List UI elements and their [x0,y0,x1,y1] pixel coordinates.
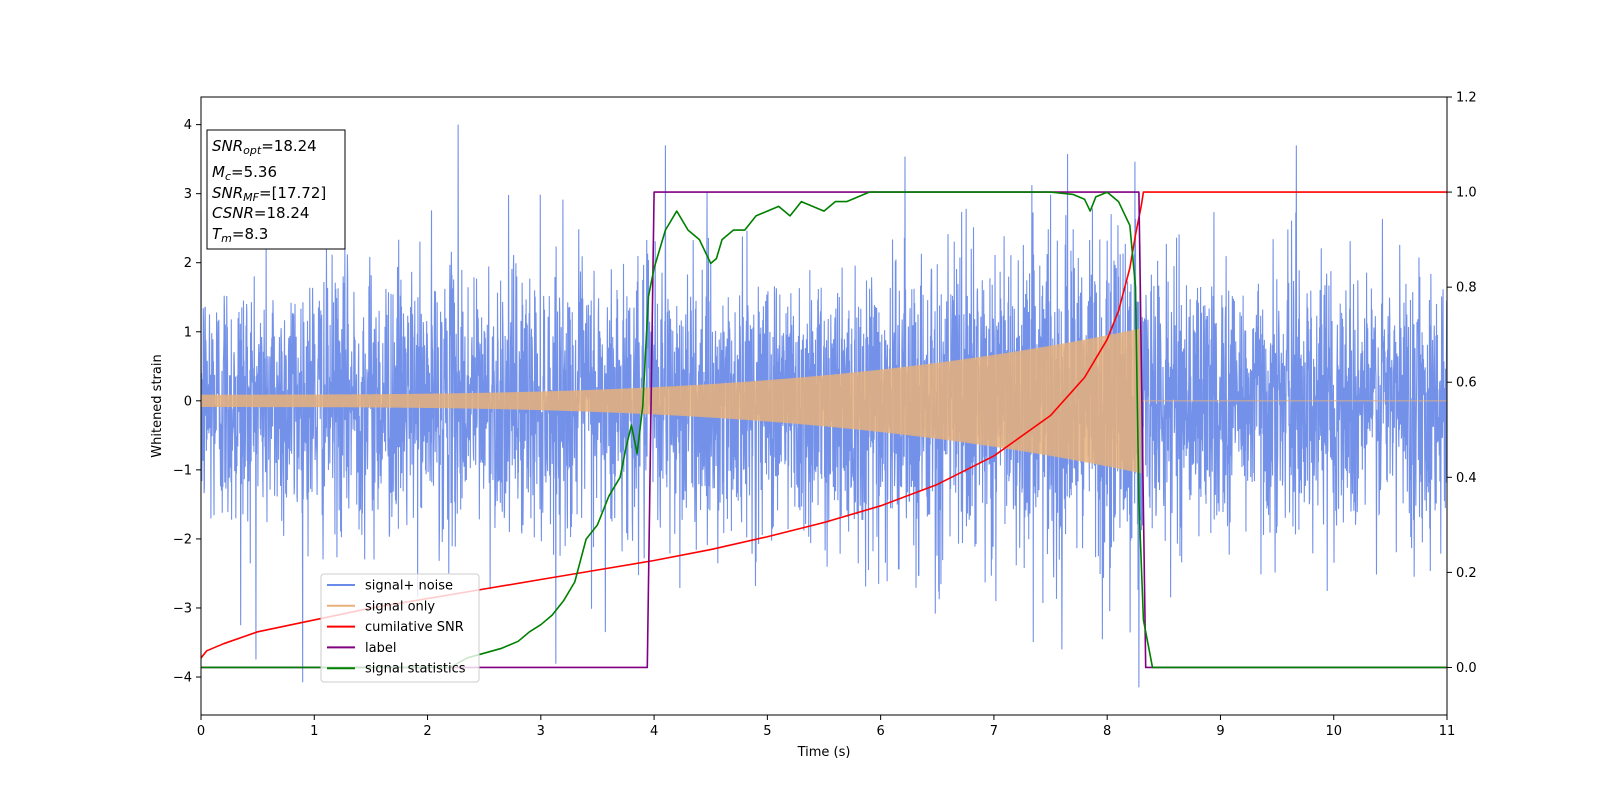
x-tick-label: 5 [763,724,771,739]
x-tick-label: 4 [650,724,658,739]
y2-tick-label: 0.2 [1456,566,1477,581]
legend-entry[interactable]: signal+ noise [365,579,453,594]
plot-frame [200,96,1448,716]
y-tick-label: −1 [173,463,192,478]
y-axis-right: 0.0 0.2 0.4 0.6 0.8 1.0 1.2 [1447,91,1477,676]
x-tick-label: 6 [876,724,884,739]
annotation-line: SNRMF=[17.72] [212,184,326,204]
y-axis-label: Whitened strain [150,354,165,457]
legend[interactable]: signal+ noise signal only cumilative SNR la… [320,573,480,683]
y2-tick-label: 1.0 [1456,186,1477,201]
y2-tick-label: 0.6 [1456,376,1477,391]
x-tick-label: 3 [537,724,545,739]
y2-tick-label: 1.2 [1456,91,1477,106]
annotation-box: SNRopt=18.24 Mc=5.36SNRMF=[17.72]CSNR=18.… [206,129,346,250]
x-tick-label: 10 [1325,724,1342,739]
x-tick-label: 8 [1103,724,1111,739]
y-tick-label: −4 [173,671,192,686]
y-tick-label: 1 [184,325,192,340]
y-axis-left: −4 −3 −2 −1 0 1 2 3 4 [173,118,201,686]
x-axis: 0 1 2 3 4 5 6 7 8 9 10 11 [197,715,1455,739]
annotation-line: SNRopt=18.24 [212,137,317,157]
y-tick-label: 2 [184,256,192,271]
y2-tick-label: 0.4 [1456,471,1477,486]
y-tick-label: −2 [173,532,192,547]
series-signal-only [201,328,1447,474]
x-tick-label: 11 [1439,724,1456,739]
x-tick-label: 1 [310,724,318,739]
legend-entry[interactable]: cumilative SNR [365,620,464,635]
legend-entry[interactable]: label [365,641,396,656]
x-axis-label: Time (s) [797,745,851,760]
annotation-line: CSNR=18.24 [212,204,309,222]
x-tick-label: 9 [1216,724,1224,739]
series-signal-statistics [201,191,1447,669]
annotation-line: Tm=8.3 [212,225,268,245]
x-tick-label: 0 [197,724,205,739]
y-tick-label: 0 [184,394,192,409]
annotation-frame [206,129,346,250]
x-tick-label: 7 [990,724,998,739]
y-tick-label: 4 [184,118,192,133]
y2-tick-label: 0.8 [1456,281,1477,296]
annotation-line: Mc=5.36 [212,163,277,183]
legend-frame [320,573,480,683]
x-tick-label: 2 [423,724,431,739]
y-tick-label: 3 [184,187,192,202]
legend-entry[interactable]: signal statistics [365,662,466,677]
legend-entry[interactable]: signal only [365,599,435,614]
y-tick-label: −3 [173,601,192,616]
y2-tick-label: 0.0 [1456,661,1477,676]
series-signal-noise [201,124,1447,688]
